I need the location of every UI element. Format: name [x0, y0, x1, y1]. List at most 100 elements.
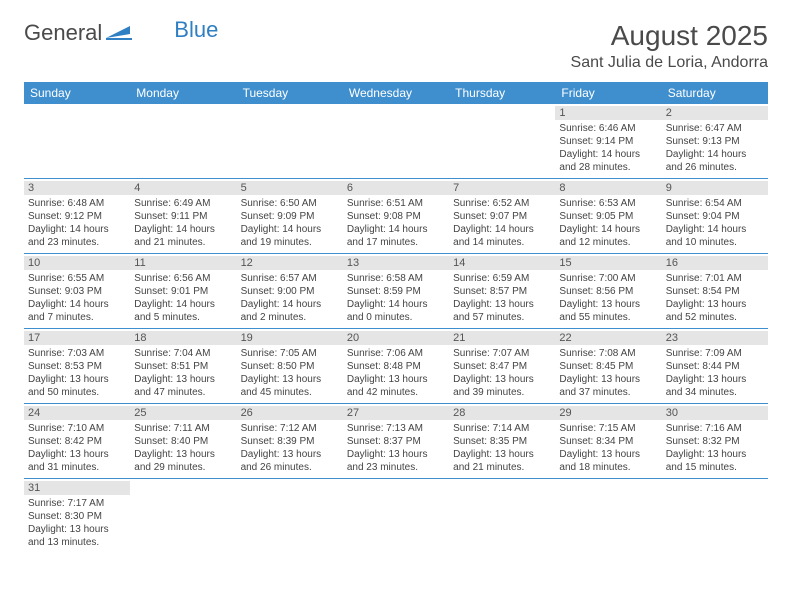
sun-info: Sunrise: 7:14 AMSunset: 8:35 PMDaylight:…: [453, 422, 551, 474]
daylight-line: Daylight: 14 hours and 26 minutes.: [666, 148, 764, 174]
daylight-line: Daylight: 13 hours and 42 minutes.: [347, 373, 445, 399]
calendar: SundayMondayTuesdayWednesdayThursdayFrid…: [24, 82, 768, 553]
sunset-line: Sunset: 8:44 PM: [666, 360, 764, 373]
sun-info: Sunrise: 7:08 AMSunset: 8:45 PMDaylight:…: [559, 347, 657, 399]
day-cell: 31Sunrise: 7:17 AMSunset: 8:30 PMDayligh…: [24, 479, 130, 553]
day-cell: .: [130, 479, 236, 553]
day-cell: .: [449, 479, 555, 553]
daylight-line: Daylight: 14 hours and 7 minutes.: [28, 298, 126, 324]
daylight-line: Daylight: 13 hours and 55 minutes.: [559, 298, 657, 324]
week-row: 3Sunrise: 6:48 AMSunset: 9:12 PMDaylight…: [24, 179, 768, 254]
day-number: 17: [24, 331, 130, 345]
sunrise-line: Sunrise: 6:53 AM: [559, 197, 657, 210]
day-cell: 19Sunrise: 7:05 AMSunset: 8:50 PMDayligh…: [237, 329, 343, 403]
day-cell: 13Sunrise: 6:58 AMSunset: 8:59 PMDayligh…: [343, 254, 449, 328]
sunset-line: Sunset: 8:54 PM: [666, 285, 764, 298]
sunset-line: Sunset: 8:30 PM: [28, 510, 126, 523]
dayname: Wednesday: [343, 82, 449, 104]
sunset-line: Sunset: 8:48 PM: [347, 360, 445, 373]
day-cell: .: [130, 104, 236, 178]
day-number: 24: [24, 406, 130, 420]
sun-info: Sunrise: 7:13 AMSunset: 8:37 PMDaylight:…: [347, 422, 445, 474]
sun-info: Sunrise: 6:49 AMSunset: 9:11 PMDaylight:…: [134, 197, 232, 249]
sun-info: Sunrise: 7:10 AMSunset: 8:42 PMDaylight:…: [28, 422, 126, 474]
week-row: .....1Sunrise: 6:46 AMSunset: 9:14 PMDay…: [24, 104, 768, 179]
logo-text-1: General: [24, 20, 102, 46]
day-number: 2: [662, 106, 768, 120]
day-cell: .: [24, 104, 130, 178]
daylight-line: Daylight: 13 hours and 21 minutes.: [453, 448, 551, 474]
sunrise-line: Sunrise: 7:07 AM: [453, 347, 551, 360]
day-number: 20: [343, 331, 449, 345]
day-cell: .: [343, 479, 449, 553]
day-cell: 27Sunrise: 7:13 AMSunset: 8:37 PMDayligh…: [343, 404, 449, 478]
day-cell: 23Sunrise: 7:09 AMSunset: 8:44 PMDayligh…: [662, 329, 768, 403]
sun-info: Sunrise: 6:57 AMSunset: 9:00 PMDaylight:…: [241, 272, 339, 324]
day-cell: .: [343, 104, 449, 178]
daylight-line: Daylight: 13 hours and 23 minutes.: [347, 448, 445, 474]
daylight-line: Daylight: 13 hours and 15 minutes.: [666, 448, 764, 474]
sunset-line: Sunset: 9:01 PM: [134, 285, 232, 298]
day-cell: 26Sunrise: 7:12 AMSunset: 8:39 PMDayligh…: [237, 404, 343, 478]
week-row: 31Sunrise: 7:17 AMSunset: 8:30 PMDayligh…: [24, 479, 768, 553]
daylight-line: Daylight: 13 hours and 39 minutes.: [453, 373, 551, 399]
daylight-line: Daylight: 14 hours and 21 minutes.: [134, 223, 232, 249]
sunrise-line: Sunrise: 6:56 AM: [134, 272, 232, 285]
daynames-row: SundayMondayTuesdayWednesdayThursdayFrid…: [24, 82, 768, 104]
sunset-line: Sunset: 8:42 PM: [28, 435, 126, 448]
sun-info: Sunrise: 6:55 AMSunset: 9:03 PMDaylight:…: [28, 272, 126, 324]
sun-info: Sunrise: 7:04 AMSunset: 8:51 PMDaylight:…: [134, 347, 232, 399]
day-cell: 20 Sunrise: 7:06 AMSunset: 8:48 PMDayligh…: [343, 329, 449, 403]
sunset-line: Sunset: 9:11 PM: [134, 210, 232, 223]
sunrise-line: Sunrise: 6:48 AM: [28, 197, 126, 210]
dayname: Monday: [130, 82, 236, 104]
day-cell: .: [237, 104, 343, 178]
day-cell: 16 Sunrise: 7:01 AMSunset: 8:54 PMDayligh…: [662, 254, 768, 328]
day-number: 16: [662, 256, 768, 270]
sunrise-line: Sunrise: 7:06 AM: [347, 347, 445, 360]
day-number: 9: [662, 181, 768, 195]
sunrise-line: Sunrise: 7:11 AM: [134, 422, 232, 435]
day-cell: 24 Sunrise: 7:10 AMSunset: 8:42 PMDayligh…: [24, 404, 130, 478]
daylight-line: Daylight: 14 hours and 5 minutes.: [134, 298, 232, 324]
sunrise-line: Sunrise: 7:13 AM: [347, 422, 445, 435]
day-number: 18: [130, 331, 236, 345]
day-cell: 30Sunrise: 7:16 AMSunset: 8:32 PMDayligh…: [662, 404, 768, 478]
sun-info: Sunrise: 6:48 AMSunset: 9:12 PMDaylight:…: [28, 197, 126, 249]
sunrise-line: Sunrise: 7:09 AM: [666, 347, 764, 360]
sunset-line: Sunset: 9:14 PM: [559, 135, 657, 148]
sun-info: Sunrise: 6:53 AMSunset: 9:05 PMDaylight:…: [559, 197, 657, 249]
day-number: 8: [555, 181, 661, 195]
daylight-line: Daylight: 13 hours and 18 minutes.: [559, 448, 657, 474]
day-cell: 11Sunrise: 6:56 AMSunset: 9:01 PMDayligh…: [130, 254, 236, 328]
daylight-line: Daylight: 14 hours and 23 minutes.: [28, 223, 126, 249]
daylight-line: Daylight: 14 hours and 17 minutes.: [347, 223, 445, 249]
sunset-line: Sunset: 9:13 PM: [666, 135, 764, 148]
header: General Blue August 2025 Sant Julia de L…: [24, 20, 768, 72]
daylight-line: Daylight: 13 hours and 31 minutes.: [28, 448, 126, 474]
sun-info: Sunrise: 7:16 AMSunset: 8:32 PMDaylight:…: [666, 422, 764, 474]
dayname: Friday: [555, 82, 661, 104]
daylight-line: Daylight: 13 hours and 26 minutes.: [241, 448, 339, 474]
day-number: 31: [24, 481, 130, 495]
sunrise-line: Sunrise: 7:12 AM: [241, 422, 339, 435]
sunset-line: Sunset: 9:08 PM: [347, 210, 445, 223]
sunset-line: Sunset: 9:04 PM: [666, 210, 764, 223]
day-number: 10: [24, 256, 130, 270]
sunrise-line: Sunrise: 6:47 AM: [666, 122, 764, 135]
sunset-line: Sunset: 8:37 PM: [347, 435, 445, 448]
day-number: 12: [237, 256, 343, 270]
day-cell: 6Sunrise: 6:51 AMSunset: 9:08 PMDaylight…: [343, 179, 449, 253]
sunrise-line: Sunrise: 7:03 AM: [28, 347, 126, 360]
sunrise-line: Sunrise: 7:05 AM: [241, 347, 339, 360]
day-cell: .: [449, 104, 555, 178]
day-cell: 15Sunrise: 7:00 AMSunset: 8:56 PMDayligh…: [555, 254, 661, 328]
day-cell: 29Sunrise: 7:15 AMSunset: 8:34 PMDayligh…: [555, 404, 661, 478]
day-number: 19: [237, 331, 343, 345]
sun-info: Sunrise: 6:58 AMSunset: 8:59 PMDaylight:…: [347, 272, 445, 324]
day-cell: .: [237, 479, 343, 553]
day-cell: 7Sunrise: 6:52 AMSunset: 9:07 PMDaylight…: [449, 179, 555, 253]
sun-info: Sunrise: 6:46 AMSunset: 9:14 PMDaylight:…: [559, 122, 657, 174]
sun-info: Sunrise: 7:01 AMSunset: 8:54 PMDaylight:…: [666, 272, 764, 324]
sun-info: Sunrise: 7:09 AMSunset: 8:44 PMDaylight:…: [666, 347, 764, 399]
